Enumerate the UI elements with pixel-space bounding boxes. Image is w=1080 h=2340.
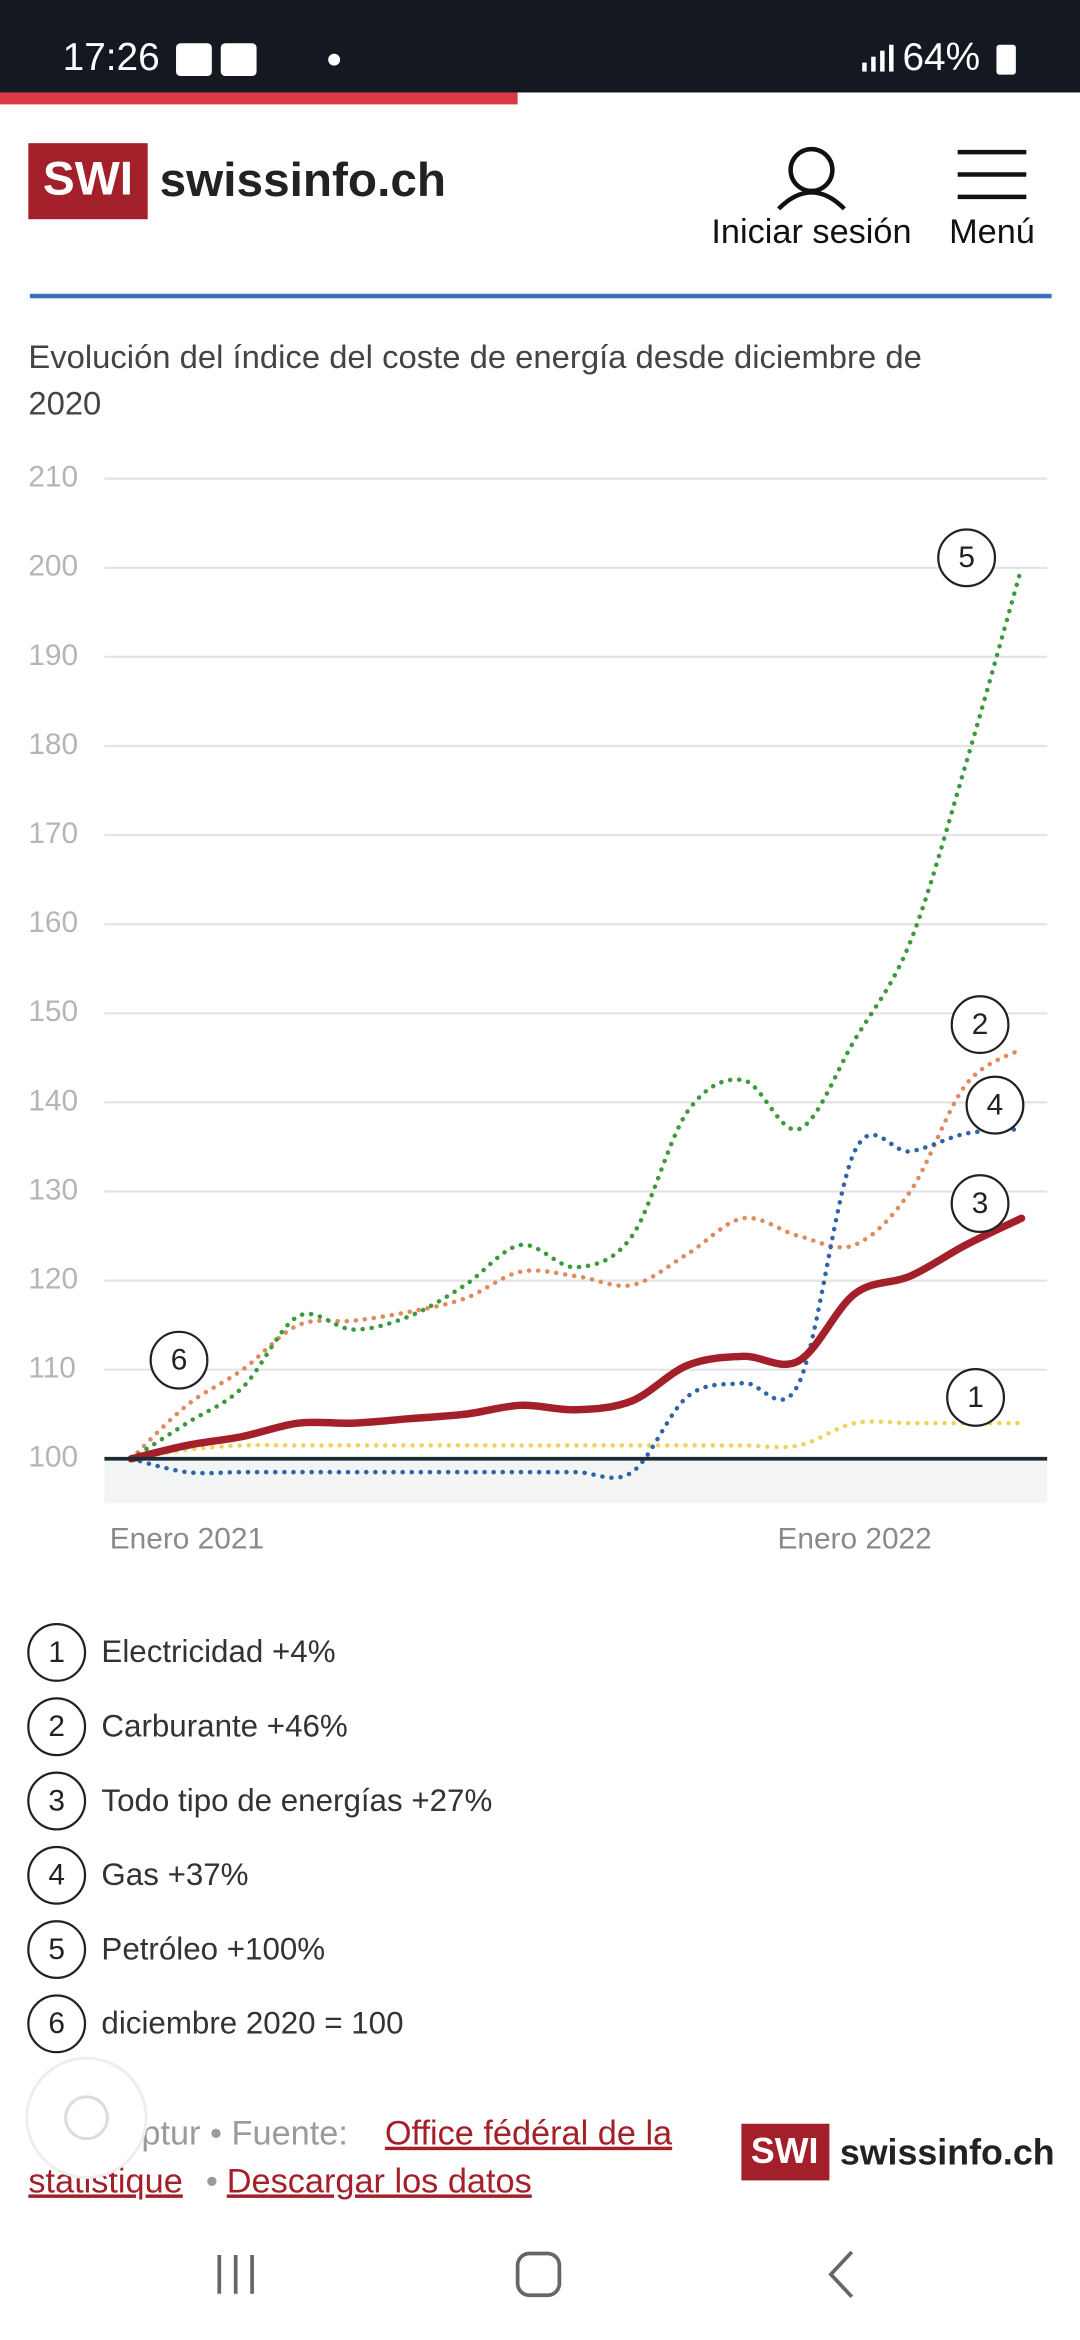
- x-tick-label: Enero 2022: [777, 1522, 931, 1555]
- marker-number: 1: [967, 1381, 984, 1414]
- marker-number: 6: [171, 1344, 188, 1377]
- legend-label: Gas +37%: [101, 1857, 248, 1892]
- y-tick-label: 190: [28, 639, 78, 672]
- y-tick-label: 200: [28, 550, 78, 583]
- marker-circle: [946, 1367, 1006, 1427]
- x-tick-label: Enero 2021: [110, 1522, 264, 1555]
- marker-number: 3: [972, 1187, 989, 1220]
- user-icon[interactable]: [777, 146, 846, 211]
- site-name[interactable]: swissinfo.ch: [160, 154, 446, 207]
- footer-logo: SWI: [751, 2131, 819, 2171]
- legend-label: Todo tipo de energías +27%: [101, 1783, 492, 1818]
- series-line: [129, 1126, 1024, 1480]
- chart-title: Evolución del índice del coste de energí…: [28, 338, 921, 375]
- y-tick-label: 130: [28, 1173, 78, 1206]
- chart: 100 110 120 130 140 150 160 170 180 190 200 210 Ener…: [28, 461, 1048, 1555]
- marker-number: 2: [972, 1008, 989, 1041]
- y-tick-label: 180: [28, 728, 78, 761]
- series-line: [129, 1046, 1024, 1462]
- signal: [862, 44, 894, 72]
- legend-label: Electricidad +4%: [101, 1634, 335, 1669]
- battery-icon: [996, 44, 1016, 75]
- marker-number: 2: [48, 1710, 65, 1743]
- clock: 17:26: [63, 36, 160, 79]
- marker-circle: [27, 1920, 87, 1980]
- menu-icon[interactable]: [957, 149, 1027, 200]
- marker-circle: [937, 528, 997, 588]
- login[interactable]: Iniciar sesión: [711, 213, 911, 251]
- separator: •: [206, 2162, 218, 2200]
- status-icon: [176, 43, 212, 77]
- status-icon: [220, 43, 257, 77]
- marker-number: 6: [48, 2007, 65, 2040]
- marker-number: 4: [987, 1088, 1004, 1121]
- marker-number: 5: [958, 541, 975, 574]
- y-tick-label: 160: [28, 906, 78, 939]
- marker-circle: [950, 995, 1010, 1055]
- nav-bar: [217, 2250, 854, 2299]
- status-dot: [328, 53, 341, 66]
- marker-number: 3: [48, 1784, 65, 1817]
- y-tick-label: 140: [28, 1084, 78, 1117]
- marker-circle: [27, 1697, 87, 1757]
- marker-circle: [950, 1174, 1010, 1234]
- marker-number: 1: [48, 1636, 65, 1669]
- back-button[interactable]: [828, 2250, 854, 2299]
- download-link[interactable]: Descargar los datos: [227, 2162, 532, 2200]
- marker-number: 4: [48, 1859, 65, 1892]
- marker-circle: [27, 1994, 87, 2054]
- logo-box[interactable]: [28, 143, 148, 220]
- marker-circle: [149, 1330, 209, 1390]
- legend: 1 Electricidad +4% 2 Carburante +46% 3 Todo t…: [27, 1623, 492, 2054]
- marker-circle: [27, 1623, 87, 1682]
- recent-button[interactable]: [217, 2254, 254, 2294]
- legend-label: Carburante +46%: [101, 1709, 347, 1744]
- battery-level: 64%: [902, 36, 980, 79]
- home-button[interactable]: [515, 2251, 562, 2298]
- marker-number: 5: [48, 1933, 65, 1966]
- legend-label: Petróleo +100%: [101, 1931, 325, 1966]
- menu[interactable]: Menú: [949, 213, 1035, 251]
- fingerprint-button[interactable]: [25, 2056, 148, 2179]
- source-link[interactable]: Office fédéral de la: [385, 2115, 673, 2153]
- footer-site: swissinfo.ch: [840, 2133, 1055, 2173]
- fingerprint-icon: [64, 2095, 109, 2141]
- marker-circle: [27, 1771, 87, 1831]
- progress-bar: [0, 92, 518, 105]
- chart-title: 2020: [28, 384, 101, 421]
- series-line: [129, 1419, 1024, 1462]
- marker-circle: [27, 1845, 87, 1905]
- divider: [29, 293, 1052, 299]
- series-line: [127, 1214, 1026, 1463]
- series-line: [129, 565, 1024, 1462]
- legend-label: diciembre 2020 = 100: [101, 2006, 403, 2041]
- y-tick-label: 100: [28, 1441, 78, 1474]
- y-tick-label: 210: [28, 461, 78, 494]
- marker-circle: [965, 1075, 1025, 1135]
- credit: : ptur • Fuente:: [122, 2115, 348, 2153]
- footer-logo-box: [741, 2123, 830, 2181]
- y-tick-label: 110: [28, 1352, 76, 1385]
- y-tick-label: 120: [28, 1262, 78, 1295]
- y-tick-label: 170: [28, 817, 78, 850]
- logo[interactable]: SWI: [43, 153, 133, 206]
- base-area: [104, 1458, 1048, 1504]
- y-tick-label: 150: [28, 995, 78, 1028]
